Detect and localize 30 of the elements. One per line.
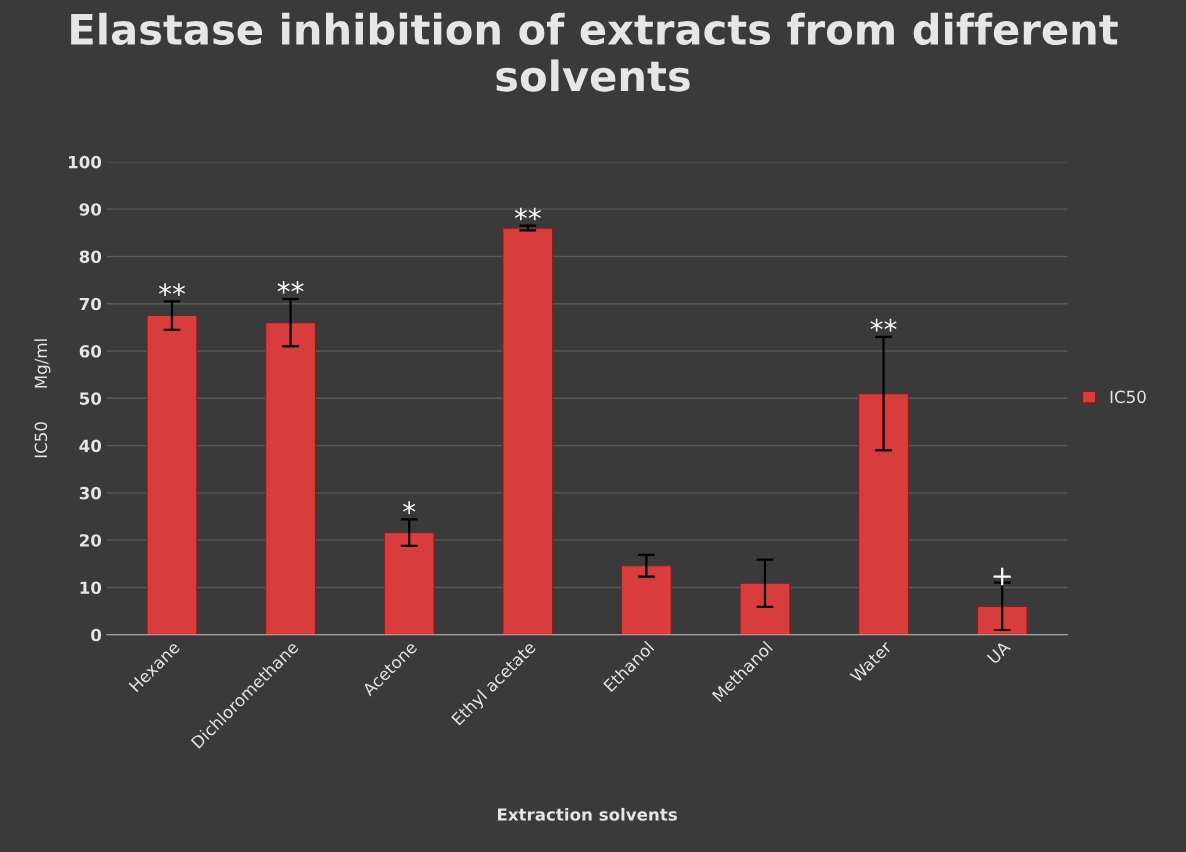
y-tick-label: 0 — [91, 628, 102, 642]
legend-label: IC50 — [1110, 390, 1146, 404]
y-tick-label: 20 — [80, 534, 102, 547]
y-axis-title: IC50 Mg/ml — [34, 339, 51, 458]
x-tick-label: UA — [986, 640, 1012, 665]
y-tick-label: 50 — [79, 392, 102, 405]
bar — [858, 393, 910, 635]
y-tick-label: 30 — [79, 486, 102, 500]
annotation: ** — [870, 318, 897, 332]
y-tick-label: 60 — [79, 344, 102, 358]
bar — [976, 605, 1028, 635]
bar — [265, 322, 317, 635]
y-tick-label: 40 — [79, 439, 102, 453]
bar — [383, 532, 435, 635]
chart-title: Elastase inhibition of extracts from different solvents — [71, 12, 1118, 92]
bar — [620, 565, 672, 635]
annotation: * — [403, 501, 416, 514]
annotation: ** — [514, 207, 541, 221]
annotation: ** — [158, 283, 186, 296]
annotation: + — [993, 567, 1011, 586]
x-axis-title: Extraction solvents — [497, 807, 677, 821]
bar — [146, 315, 198, 635]
y-tick-label: 10 — [80, 581, 102, 595]
y-tick-label: 90 — [79, 203, 102, 216]
y-tick-label: 70 — [79, 297, 102, 311]
y-tick-label: 100 — [68, 155, 102, 169]
annotation: ** — [277, 280, 304, 294]
bar — [739, 582, 791, 635]
y-tick-label: 80 — [79, 250, 102, 264]
bar — [502, 227, 554, 635]
